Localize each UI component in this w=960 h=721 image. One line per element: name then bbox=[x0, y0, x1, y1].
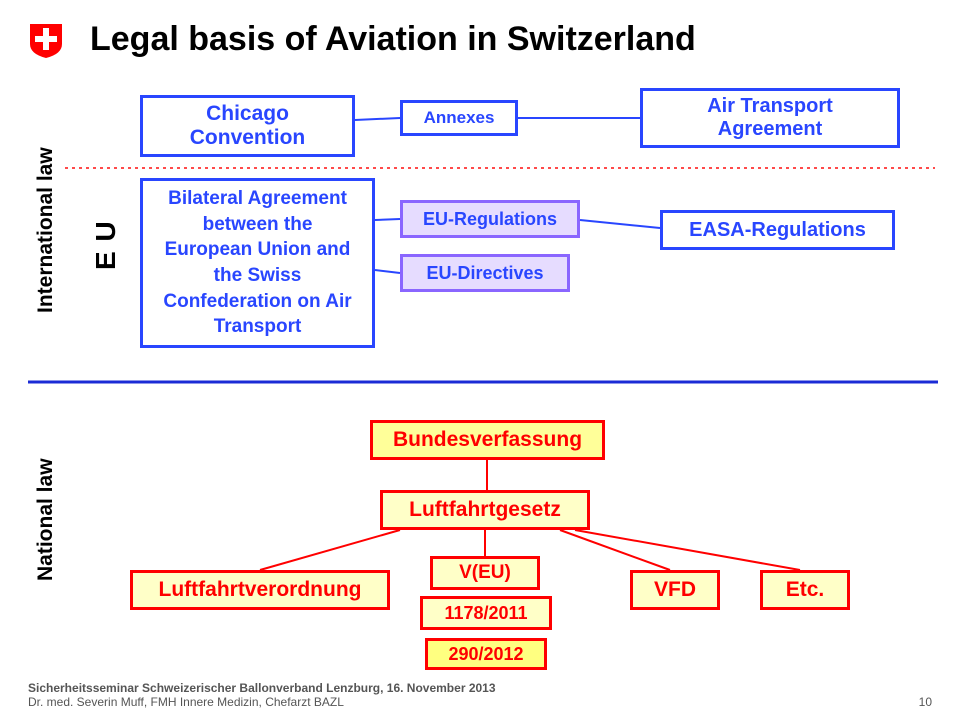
box-luftfahrtgesetz: Luftfahrtgesetz bbox=[380, 490, 590, 530]
page-title: Legal basis of Aviation in Switzerland bbox=[90, 20, 696, 59]
box-chicago: Chicago Convention bbox=[140, 95, 355, 157]
box-easa: EASA-Regulations bbox=[660, 210, 895, 250]
box-1178: 1178/2011 bbox=[420, 596, 552, 630]
box-290: 290/2012 bbox=[425, 638, 547, 670]
box-vfd: VFD bbox=[630, 570, 720, 610]
solid-separator bbox=[28, 380, 938, 384]
box-annexes: Annexes bbox=[400, 100, 518, 136]
box-eu-directives: EU-Directives bbox=[400, 254, 570, 292]
box-eu-regulations: EU-Regulations bbox=[400, 200, 580, 238]
swiss-flag-icon bbox=[28, 22, 64, 58]
vlabel-international: International law bbox=[34, 100, 58, 360]
box-bilateral: Bilateral Agreement between the European… bbox=[140, 178, 375, 348]
footer-pagenum: 10 bbox=[919, 695, 932, 709]
box-luftfahrtverordnung: Luftfahrtverordnung bbox=[130, 570, 390, 610]
box-bundesverfassung: Bundesverfassung bbox=[370, 420, 605, 460]
footer-left: Sicherheitsseminar Schweizerischer Ballo… bbox=[28, 681, 496, 709]
dotted-separator bbox=[65, 165, 935, 171]
box-etc: Etc. bbox=[760, 570, 850, 610]
slide: Legal basis of Aviation in Switzerland I… bbox=[0, 0, 960, 721]
vlabel-eu: E U bbox=[90, 190, 122, 270]
box-veu: V(EU) bbox=[430, 556, 540, 590]
box-air-transport: Air Transport Agreement bbox=[640, 88, 900, 148]
footer-line2: Dr. med. Severin Muff, FMH Innere Medizi… bbox=[28, 695, 496, 709]
footer: Sicherheitsseminar Schweizerischer Ballo… bbox=[28, 681, 932, 709]
footer-line1: Sicherheitsseminar Schweizerischer Ballo… bbox=[28, 681, 496, 695]
vlabel-national: National law bbox=[34, 420, 58, 620]
